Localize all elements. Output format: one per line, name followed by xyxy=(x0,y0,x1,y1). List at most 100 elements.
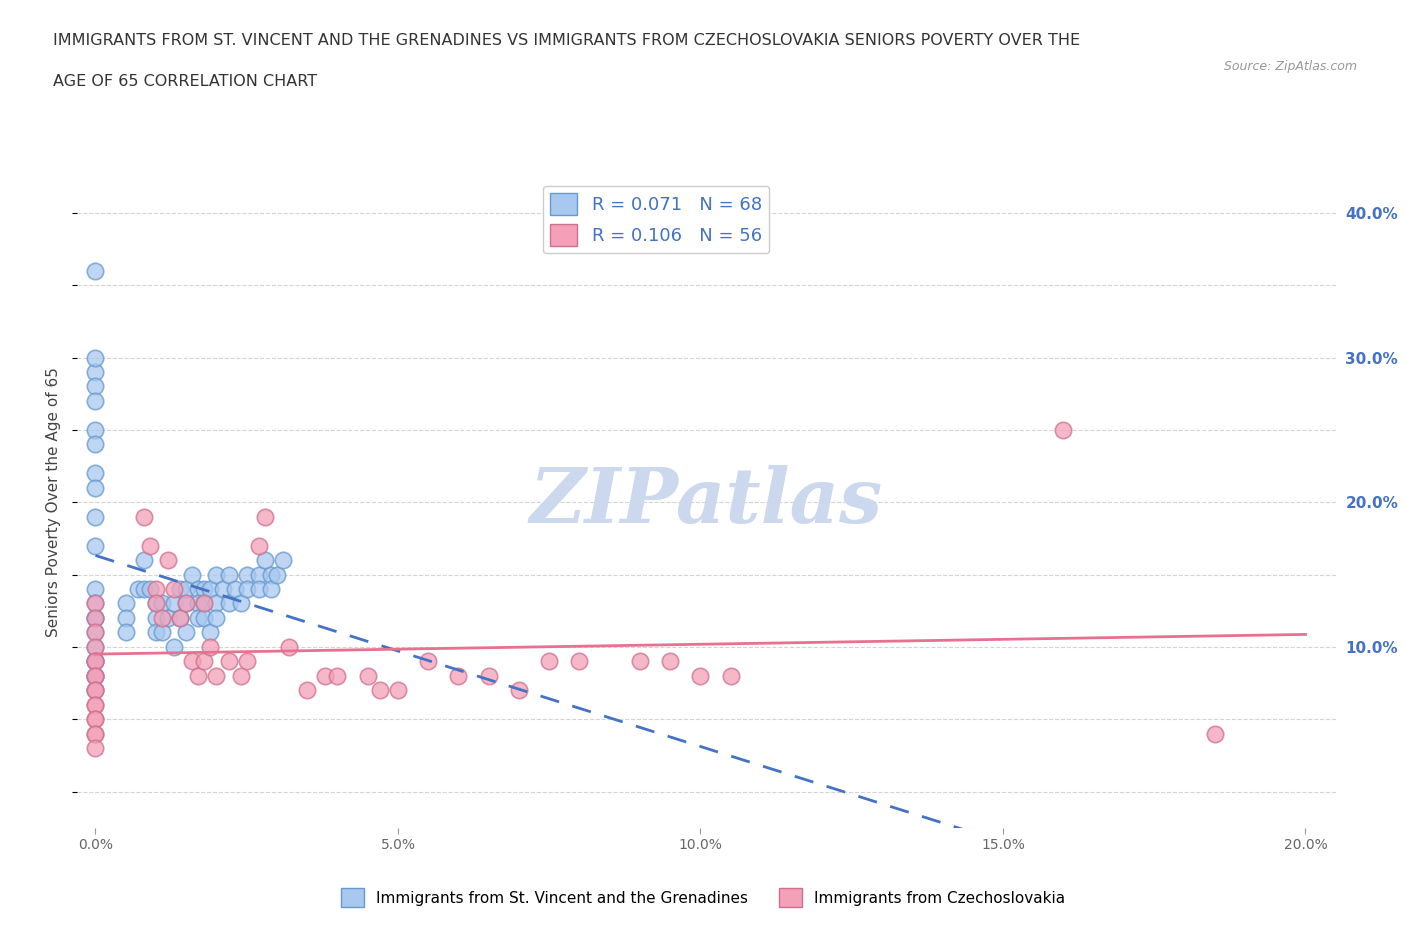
Point xyxy=(145,625,167,640)
Point xyxy=(84,596,107,611)
Point xyxy=(150,610,173,625)
Point xyxy=(418,654,440,669)
Point xyxy=(193,596,215,611)
Text: AGE OF 65 CORRELATION CHART: AGE OF 65 CORRELATION CHART xyxy=(53,74,318,89)
Point xyxy=(253,552,276,567)
Point xyxy=(314,669,336,684)
Point xyxy=(84,480,107,495)
Point xyxy=(84,683,107,698)
Point xyxy=(218,567,240,582)
Point xyxy=(84,510,107,525)
Point xyxy=(193,596,215,611)
Point xyxy=(157,552,180,567)
Point xyxy=(84,350,107,365)
Point xyxy=(84,654,107,669)
Point xyxy=(1204,726,1226,741)
Point xyxy=(84,596,107,611)
Point xyxy=(163,581,186,596)
Point xyxy=(200,625,222,640)
Point xyxy=(253,510,276,525)
Point xyxy=(84,393,107,408)
Text: ZIPatlas: ZIPatlas xyxy=(530,465,883,539)
Point xyxy=(84,365,107,379)
Point xyxy=(187,610,209,625)
Point xyxy=(157,610,180,625)
Point xyxy=(84,654,107,669)
Point xyxy=(169,610,191,625)
Point xyxy=(145,596,167,611)
Legend: R = 0.071   N = 68, R = 0.106   N = 56: R = 0.071 N = 68, R = 0.106 N = 56 xyxy=(543,186,769,253)
Point xyxy=(84,683,107,698)
Point xyxy=(205,596,228,611)
Legend: Immigrants from St. Vincent and the Grenadines, Immigrants from Czechoslovakia: Immigrants from St. Vincent and the Gren… xyxy=(335,883,1071,913)
Point xyxy=(145,581,167,596)
Point xyxy=(169,610,191,625)
Point xyxy=(187,596,209,611)
Point xyxy=(84,698,107,712)
Point xyxy=(84,698,107,712)
Point xyxy=(247,538,270,553)
Point xyxy=(368,683,391,698)
Point xyxy=(357,669,380,684)
Point xyxy=(193,581,215,596)
Point xyxy=(84,669,107,684)
Point xyxy=(84,422,107,437)
Point xyxy=(84,640,107,655)
Point xyxy=(659,654,682,669)
Point xyxy=(174,581,197,596)
Point xyxy=(132,510,155,525)
Point xyxy=(169,581,191,596)
Point xyxy=(132,552,155,567)
Point xyxy=(187,669,209,684)
Point xyxy=(211,581,233,596)
Point xyxy=(132,581,155,596)
Point xyxy=(139,538,162,553)
Point xyxy=(181,567,204,582)
Point xyxy=(229,669,252,684)
Point xyxy=(229,596,252,611)
Point xyxy=(218,596,240,611)
Point xyxy=(84,263,107,278)
Point xyxy=(628,654,651,669)
Point xyxy=(84,669,107,684)
Point xyxy=(447,669,470,684)
Point xyxy=(193,610,215,625)
Point xyxy=(163,596,186,611)
Point xyxy=(326,669,349,684)
Point xyxy=(84,437,107,452)
Point xyxy=(187,581,209,596)
Point xyxy=(114,610,136,625)
Point xyxy=(174,625,197,640)
Point xyxy=(200,581,222,596)
Point xyxy=(84,466,107,481)
Point xyxy=(538,654,561,669)
Point xyxy=(508,683,530,698)
Point xyxy=(84,740,107,755)
Point xyxy=(84,610,107,625)
Point xyxy=(84,610,107,625)
Point xyxy=(84,683,107,698)
Point xyxy=(181,654,204,669)
Point xyxy=(205,669,228,684)
Point xyxy=(478,669,501,684)
Point xyxy=(84,625,107,640)
Point xyxy=(235,654,257,669)
Point xyxy=(278,640,301,655)
Point xyxy=(150,596,173,611)
Point xyxy=(127,581,149,596)
Point xyxy=(235,581,257,596)
Point xyxy=(84,669,107,684)
Point xyxy=(174,596,197,611)
Point xyxy=(247,567,270,582)
Point xyxy=(568,654,591,669)
Point xyxy=(200,640,222,655)
Point xyxy=(224,581,246,596)
Point xyxy=(114,596,136,611)
Point xyxy=(387,683,409,698)
Point xyxy=(720,669,742,684)
Point xyxy=(218,654,240,669)
Point xyxy=(689,669,711,684)
Point xyxy=(145,610,167,625)
Point xyxy=(84,625,107,640)
Text: Source: ZipAtlas.com: Source: ZipAtlas.com xyxy=(1223,60,1357,73)
